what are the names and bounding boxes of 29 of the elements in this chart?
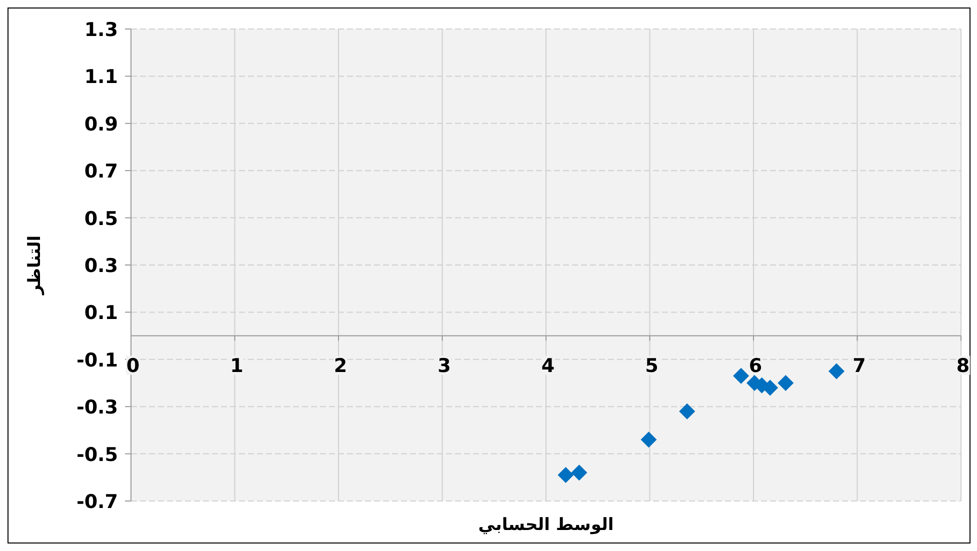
y-tick-label: 0.9 [84,113,118,136]
y-tick-label: 0.3 [84,255,118,277]
y-axis-title: التناظر [25,235,45,296]
x-tick-label: 5 [645,354,658,377]
x-tick-label: 0 [126,354,140,377]
x-tick-label: 4 [541,354,555,377]
x-tick-label: 2 [334,354,348,377]
x-tick-label: 1 [230,354,244,377]
y-tick-label: 0.7 [84,160,118,183]
y-tick-label: 0.1 [84,302,118,324]
point [640,432,657,448]
x-tick-label: 8 [956,354,970,377]
x-tick-label: 6 [748,354,762,377]
y-tick-label: -0.7 [76,491,118,513]
point [778,375,794,391]
x-tick-label: 3 [438,354,451,377]
point [558,467,574,484]
x-axis-title: الوسط الحسابي [478,515,614,535]
x-tick-label: 7 [852,354,866,377]
point [571,464,588,481]
y-tick-label: -0.3 [76,396,118,419]
y-tick-label: 1.1 [84,66,118,88]
point [679,403,696,420]
y-tick-label: -0.1 [76,349,118,372]
y-tick-label: 0.5 [84,208,118,230]
point [828,363,844,380]
y-tick-label: 1.3 [84,19,118,41]
y-tick-label: -0.5 [76,444,118,466]
point [733,368,750,384]
